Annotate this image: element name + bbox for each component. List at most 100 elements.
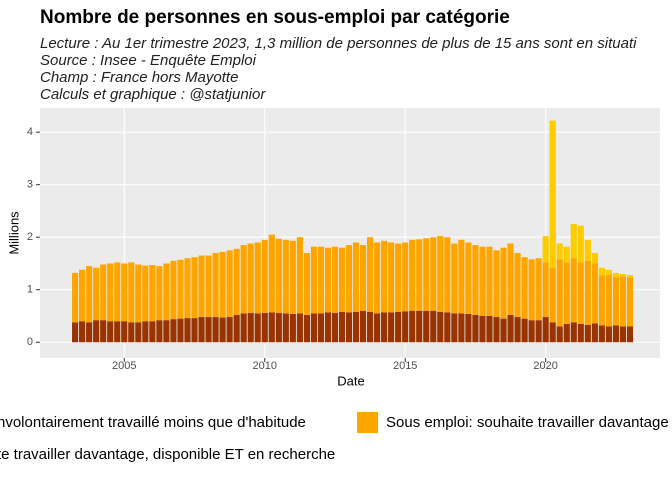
bar-segment bbox=[107, 321, 114, 343]
bar-segment bbox=[128, 322, 135, 343]
bar-segment bbox=[388, 312, 395, 343]
bar-segment bbox=[444, 237, 451, 313]
bar-segment bbox=[219, 317, 226, 343]
bar-segment bbox=[472, 245, 479, 315]
bar-segment bbox=[626, 277, 634, 327]
bar-segment bbox=[366, 237, 374, 312]
bar-segment bbox=[303, 314, 310, 343]
bar-segment bbox=[451, 313, 458, 343]
bar-segment bbox=[275, 238, 282, 313]
y-tick-label: 3 bbox=[27, 179, 33, 191]
bar-segment bbox=[584, 260, 591, 325]
bar-segment bbox=[437, 311, 444, 343]
bar-segment bbox=[626, 326, 634, 343]
bar-segment bbox=[556, 243, 563, 260]
bar-segment bbox=[184, 258, 191, 319]
bar-segment bbox=[310, 313, 317, 343]
bar-segment bbox=[444, 312, 451, 343]
bar-segment bbox=[114, 262, 121, 322]
bar-segment bbox=[591, 252, 598, 264]
bar-segment bbox=[493, 250, 500, 318]
legend-label: nvolontairement travaillé moins que d'ha… bbox=[0, 414, 306, 431]
bar-segment bbox=[345, 245, 353, 313]
subtitle: Source : Insee - Enquête Emploi bbox=[40, 52, 257, 69]
x-tick-label: 2005 bbox=[112, 360, 136, 372]
bar-segment bbox=[402, 242, 409, 312]
bar-segment bbox=[198, 255, 205, 318]
bar-segment bbox=[486, 315, 493, 343]
bar-segment bbox=[135, 264, 142, 323]
bar-segment bbox=[381, 240, 388, 313]
bar-segment bbox=[177, 318, 184, 343]
bar-segment bbox=[374, 242, 381, 314]
bar-segment bbox=[72, 272, 79, 323]
y-tick-label: 4 bbox=[27, 126, 33, 138]
bar-segment bbox=[423, 238, 430, 311]
bar-segment bbox=[205, 255, 212, 318]
bar-segment bbox=[156, 320, 163, 343]
bar-segment bbox=[374, 313, 381, 343]
bar-segment bbox=[359, 245, 367, 311]
bar-segment bbox=[261, 312, 268, 343]
bar-segment bbox=[135, 322, 142, 343]
bar-segment bbox=[416, 310, 423, 343]
bar-segment bbox=[254, 242, 261, 314]
bar-segment bbox=[163, 263, 170, 321]
subtitle: Champ : France hors Mayotte bbox=[40, 69, 238, 86]
bar-segment bbox=[100, 320, 107, 343]
bar-segment bbox=[114, 321, 121, 343]
bar-segment bbox=[612, 277, 619, 326]
bar-segment bbox=[577, 323, 584, 343]
bar-segment bbox=[121, 263, 128, 322]
bar-segment bbox=[542, 317, 549, 343]
bar-segment bbox=[345, 312, 353, 343]
bar-segment bbox=[324, 312, 332, 343]
bar-segment bbox=[584, 239, 591, 261]
bar-segment bbox=[549, 322, 556, 343]
bar-segment bbox=[233, 248, 240, 315]
bar-segment bbox=[86, 266, 93, 323]
bar-segment bbox=[142, 321, 149, 343]
bar-segment bbox=[303, 252, 310, 315]
bar-segment bbox=[395, 243, 402, 312]
bar-segment bbox=[128, 262, 135, 323]
bar-segment bbox=[212, 317, 219, 343]
subtitle: Calculs et graphique : @statjunior bbox=[40, 86, 266, 103]
bar-segment bbox=[528, 259, 535, 321]
x-tick-label: 2010 bbox=[252, 360, 276, 372]
legend-label: Sous emploi: souhaite travailler davanta… bbox=[386, 414, 669, 431]
bar-segment bbox=[191, 257, 198, 319]
bar-segment bbox=[507, 314, 514, 343]
bar-segment bbox=[170, 260, 177, 320]
bar-segment bbox=[289, 313, 296, 343]
bar-segment bbox=[156, 266, 163, 321]
bar-segment bbox=[205, 317, 212, 343]
bar-segment bbox=[542, 262, 549, 318]
bar-segment bbox=[72, 322, 79, 343]
bar-segment bbox=[317, 313, 325, 343]
chart-title: Nombre de personnes en sous-emploi par c… bbox=[40, 7, 510, 28]
bar-segment bbox=[324, 247, 332, 313]
bar-segment bbox=[437, 236, 444, 312]
bar-segment bbox=[458, 313, 465, 343]
bar-segment bbox=[430, 310, 437, 343]
bar-segment bbox=[86, 322, 93, 343]
bar-segment bbox=[465, 313, 472, 343]
bar-segment bbox=[549, 120, 556, 268]
x-tick-label: 2015 bbox=[393, 360, 417, 372]
bar-segment bbox=[605, 275, 612, 327]
bar-segment bbox=[591, 263, 598, 324]
bar-segment bbox=[472, 314, 479, 343]
bar-segment bbox=[605, 269, 612, 276]
bar-segment bbox=[268, 312, 275, 343]
bar-segment bbox=[247, 312, 254, 343]
bar-segment bbox=[226, 250, 233, 318]
bar-segment bbox=[79, 321, 86, 343]
bar-segment bbox=[149, 265, 156, 322]
bar-segment bbox=[289, 240, 296, 314]
bar-segment bbox=[331, 246, 339, 313]
bar-segment bbox=[458, 239, 465, 314]
x-axis-label: Date bbox=[337, 373, 364, 388]
bar-segment bbox=[233, 314, 240, 343]
